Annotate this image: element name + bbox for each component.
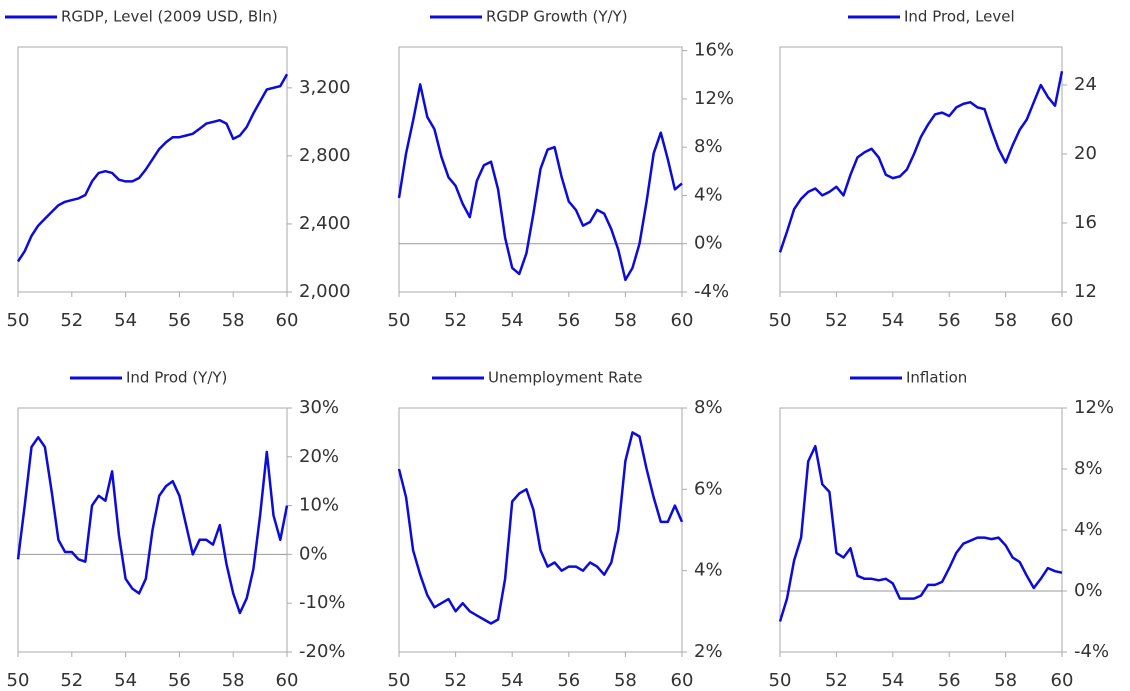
x-tick-label: 52 <box>825 670 848 691</box>
x-tick-label: 54 <box>501 310 524 331</box>
y-tick-label: 3,200 <box>299 77 351 98</box>
x-tick-label: 52 <box>825 310 848 331</box>
x-tick-label: 56 <box>938 670 961 691</box>
x-tick-label: 56 <box>557 310 580 331</box>
y-tick-label: 10% <box>299 495 339 516</box>
y-tick-label: 12 <box>1074 281 1097 302</box>
y-tick-label: 4% <box>694 184 723 205</box>
x-tick-label: 52 <box>60 310 83 331</box>
plot-frame <box>779 46 1063 293</box>
y-tick-label: 2,800 <box>299 145 351 166</box>
x-tick-label: 58 <box>614 670 637 691</box>
x-tick-label: 52 <box>444 310 467 331</box>
y-tick-label: -4% <box>694 281 729 302</box>
y-tick-label: 12% <box>694 88 734 109</box>
y-tick-label: 24 <box>1074 74 1097 95</box>
y-tick-label: -4% <box>1074 641 1109 662</box>
x-tick-label: 50 <box>7 670 30 691</box>
y-tick-label: 20% <box>299 446 339 467</box>
x-tick-label: 54 <box>501 670 524 691</box>
x-tick-label: 50 <box>769 670 792 691</box>
legend-label: Ind Prod, Level <box>904 8 1015 26</box>
legend-label: RGDP Growth (Y/Y) <box>486 8 628 26</box>
y-tick-label: 6% <box>694 478 723 499</box>
series-line <box>778 70 1064 253</box>
plot-frame <box>779 407 1063 653</box>
y-tick-label: 16 <box>1074 212 1097 233</box>
x-tick-label: 60 <box>1051 670 1074 691</box>
y-tick-label: 8% <box>694 136 723 157</box>
y-tick-label: 8% <box>1074 458 1103 479</box>
y-tick-label: 30% <box>299 397 339 418</box>
x-tick-label: 50 <box>388 310 411 331</box>
x-tick-label: 50 <box>7 310 30 331</box>
y-tick-label: -10% <box>299 592 346 613</box>
y-tick-label: -20% <box>299 641 346 662</box>
legend-label: Inflation <box>906 369 967 387</box>
x-tick-label: 54 <box>114 310 137 331</box>
x-tick-label: 58 <box>994 670 1017 691</box>
x-tick-label: 58 <box>994 310 1017 331</box>
y-tick-label: 12% <box>1074 397 1114 418</box>
x-tick-label: 58 <box>222 670 245 691</box>
y-tick-label: 2,400 <box>299 213 351 234</box>
x-tick-label: 60 <box>276 310 299 331</box>
legend-label: RGDP, Level (2009 USD, Bln) <box>61 8 278 26</box>
plot-frame <box>398 46 683 293</box>
x-tick-label: 60 <box>1051 310 1074 331</box>
x-tick-label: 52 <box>60 670 83 691</box>
x-tick-label: 58 <box>222 310 245 331</box>
series-line <box>16 73 289 263</box>
x-tick-label: 58 <box>614 310 637 331</box>
y-tick-label: 4% <box>694 560 723 581</box>
y-tick-label: 16% <box>694 40 734 61</box>
plot-frame <box>398 407 683 653</box>
y-tick-label: 20 <box>1074 143 1097 164</box>
x-tick-label: 56 <box>938 310 961 331</box>
plot-frame <box>17 46 288 293</box>
x-tick-label: 60 <box>276 670 299 691</box>
series-line <box>397 431 684 625</box>
y-tick-label: 2% <box>694 641 723 662</box>
x-tick-label: 56 <box>168 670 191 691</box>
legend-label: Ind Prod (Y/Y) <box>126 369 227 387</box>
plot-frame <box>17 407 288 653</box>
x-tick-label: 60 <box>671 670 694 691</box>
x-tick-label: 56 <box>168 310 191 331</box>
x-tick-label: 50 <box>769 310 792 331</box>
y-tick-label: 8% <box>694 397 723 418</box>
y-tick-label: 4% <box>1074 519 1103 540</box>
x-tick-label: 54 <box>881 310 904 331</box>
x-tick-label: 50 <box>388 670 411 691</box>
x-tick-label: 54 <box>114 670 137 691</box>
x-tick-label: 54 <box>881 670 904 691</box>
x-tick-label: 60 <box>671 310 694 331</box>
y-tick-label: 0% <box>299 543 328 564</box>
series-line <box>397 83 683 282</box>
y-tick-label: 0% <box>1074 580 1103 601</box>
x-tick-label: 56 <box>557 670 580 691</box>
series-line <box>16 436 289 615</box>
y-tick-label: 0% <box>694 233 723 254</box>
y-tick-label: 2,000 <box>299 281 351 302</box>
legend-label: Unemployment Rate <box>488 369 642 387</box>
series-line <box>778 444 1063 622</box>
x-tick-label: 52 <box>444 670 467 691</box>
